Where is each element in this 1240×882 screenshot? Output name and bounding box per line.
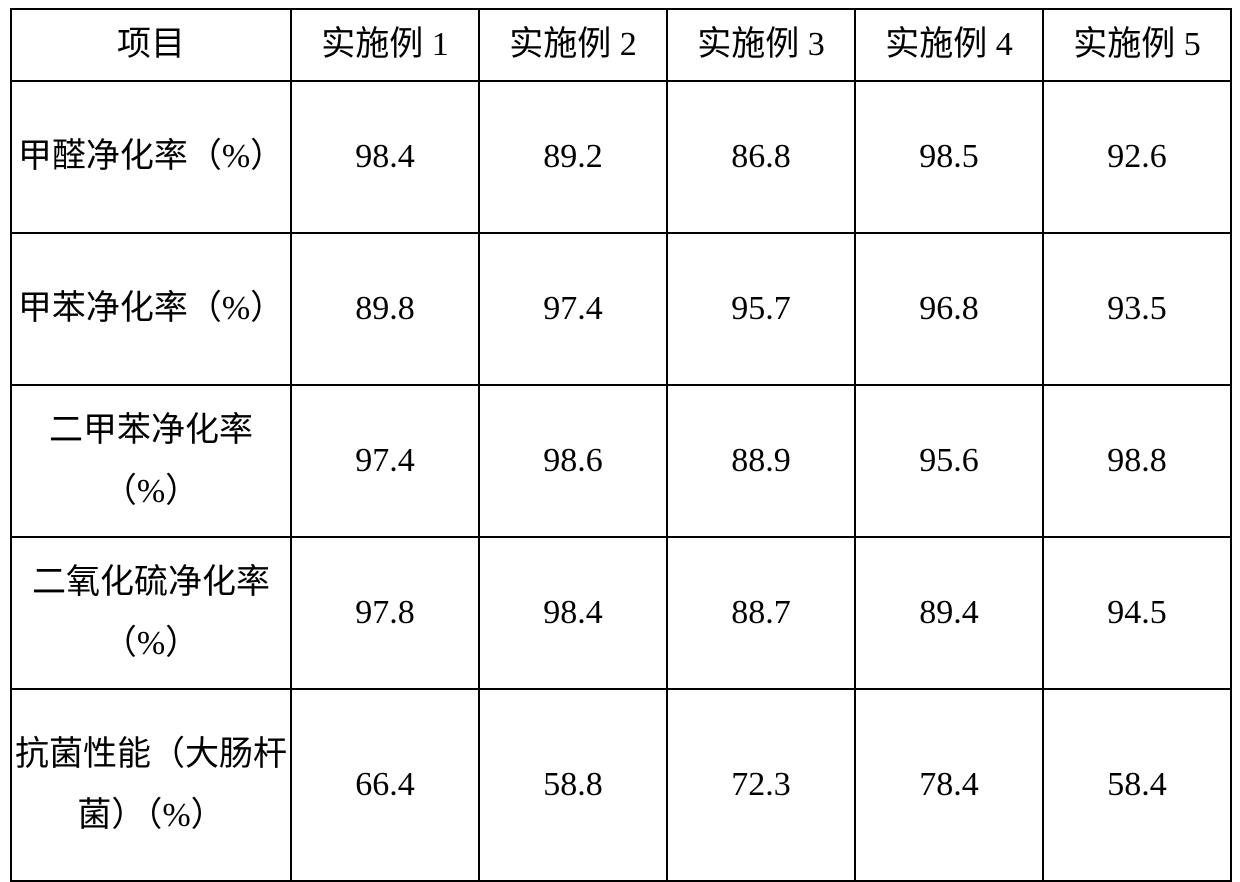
cell: 98.4 (291, 81, 479, 233)
cell: 92.6 (1043, 81, 1231, 233)
cell: 86.8 (667, 81, 855, 233)
cell: 66.4 (291, 689, 479, 881)
col-header-4: 实施例 4 (855, 9, 1043, 81)
cell: 95.6 (855, 385, 1043, 537)
data-table: 项目 实施例 1 实施例 2 实施例 3 实施例 4 实施例 5 甲醛净化率（%… (10, 8, 1232, 882)
cell: 78.4 (855, 689, 1043, 881)
cell: 88.7 (667, 537, 855, 689)
cell: 89.4 (855, 537, 1043, 689)
cell: 95.7 (667, 233, 855, 385)
cell: 58.4 (1043, 689, 1231, 881)
row-label: 二甲苯净化率（%） (11, 385, 291, 537)
table-header-row: 项目 实施例 1 实施例 2 实施例 3 实施例 4 实施例 5 (11, 9, 1231, 81)
cell: 97.8 (291, 537, 479, 689)
cell: 96.8 (855, 233, 1043, 385)
table-row: 抗菌性能（大肠杆菌）（%） 66.4 58.8 72.3 78.4 58.4 (11, 689, 1231, 881)
row-label: 抗菌性能（大肠杆菌）（%） (11, 689, 291, 881)
table-row: 二甲苯净化率（%） 97.4 98.6 88.9 95.6 98.8 (11, 385, 1231, 537)
table-row: 二氧化硫净化率（%） 97.8 98.4 88.7 89.4 94.5 (11, 537, 1231, 689)
cell: 89.8 (291, 233, 479, 385)
cell: 93.5 (1043, 233, 1231, 385)
cell: 58.8 (479, 689, 667, 881)
cell: 89.2 (479, 81, 667, 233)
table-container: 项目 实施例 1 实施例 2 实施例 3 实施例 4 实施例 5 甲醛净化率（%… (0, 0, 1240, 869)
table-row: 甲苯净化率（%） 89.8 97.4 95.7 96.8 93.5 (11, 233, 1231, 385)
col-header-2: 实施例 2 (479, 9, 667, 81)
cell: 72.3 (667, 689, 855, 881)
cell: 97.4 (479, 233, 667, 385)
cell: 98.8 (1043, 385, 1231, 537)
cell: 98.4 (479, 537, 667, 689)
col-header-0: 项目 (11, 9, 291, 81)
col-header-3: 实施例 3 (667, 9, 855, 81)
cell: 88.9 (667, 385, 855, 537)
cell: 94.5 (1043, 537, 1231, 689)
row-label: 甲苯净化率（%） (11, 233, 291, 385)
cell: 97.4 (291, 385, 479, 537)
row-label: 二氧化硫净化率（%） (11, 537, 291, 689)
row-label: 甲醛净化率（%） (11, 81, 291, 233)
cell: 98.6 (479, 385, 667, 537)
col-header-5: 实施例 5 (1043, 9, 1231, 81)
table-row: 甲醛净化率（%） 98.4 89.2 86.8 98.5 92.6 (11, 81, 1231, 233)
col-header-1: 实施例 1 (291, 9, 479, 81)
cell: 98.5 (855, 81, 1043, 233)
